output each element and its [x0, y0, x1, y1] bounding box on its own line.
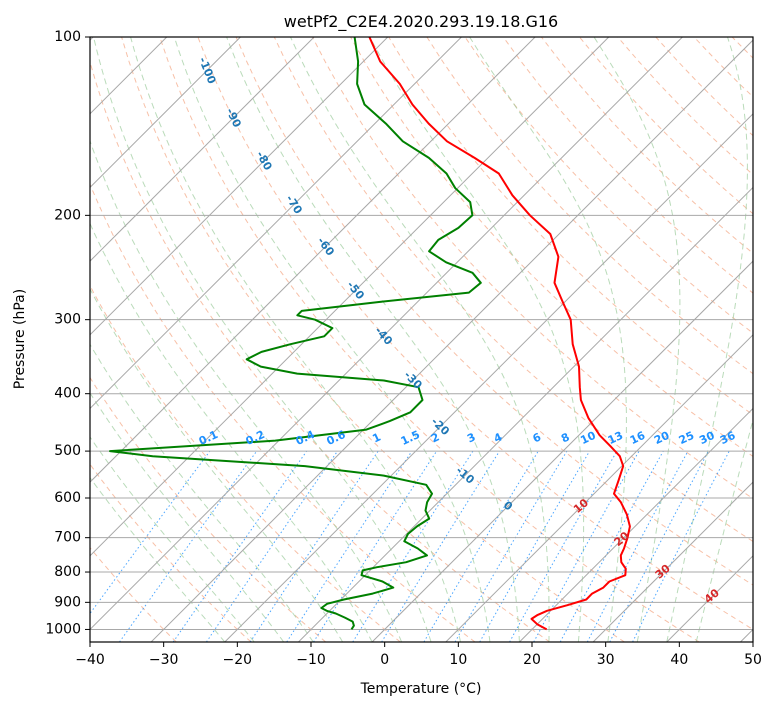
dry-adiabat-line	[90, 182, 476, 642]
y-tick-label: 1000	[45, 621, 81, 637]
isotherm-line	[90, 37, 241, 189]
mixing-ratio-label: 13	[606, 429, 625, 447]
dry-adiabat-line	[197, 37, 753, 630]
isotherm-line	[592, 481, 753, 642]
isotherm-line	[90, 37, 389, 336]
mixing-ratio-label: 25	[677, 429, 696, 447]
x-axis-label: Temperature (°C)	[360, 681, 482, 697]
y-tick-label: 400	[54, 386, 81, 402]
dry-adiabat-line	[90, 463, 252, 642]
mixing-ratio-line	[509, 450, 618, 642]
isotherm-line	[150, 39, 753, 642]
y-tick-label: 700	[54, 530, 81, 546]
moist-adiabat-line	[290, 37, 550, 642]
moist-adiabat-line	[90, 392, 285, 642]
isotherm-line	[371, 260, 753, 642]
y-tick-label: 200	[54, 207, 81, 223]
mixing-ratio-line	[90, 450, 211, 615]
mixing-ratio-line	[286, 450, 413, 642]
profile-lines	[109, 37, 631, 631]
moist-adiabat-line	[90, 343, 314, 642]
moist-adiabat-line	[90, 476, 226, 642]
x-tick-label: 50	[744, 652, 762, 668]
x-tick-label: 20	[523, 652, 541, 668]
mixing-ratio-line	[559, 450, 664, 642]
x-tick-label: 40	[670, 652, 688, 668]
moist-adiabat-line	[90, 222, 373, 642]
mixing-ratio-line	[313, 450, 438, 642]
mixing-ratio-label: 20	[652, 429, 672, 447]
dry-adiabat-line	[121, 37, 625, 642]
y-tick-label: 300	[54, 312, 81, 328]
plot-frame	[89, 36, 754, 643]
moist-adiabat-line	[469, 37, 627, 642]
moist-adiabat-line	[666, 37, 748, 642]
temperature-line	[368, 37, 631, 631]
y-tick-label: 900	[54, 594, 81, 610]
isotherm-line	[224, 113, 753, 642]
isotherm-line	[90, 37, 536, 483]
x-tick-label: 30	[597, 652, 615, 668]
y-axis-label: Pressure (hPa)	[12, 289, 28, 389]
dry-adiabat-line	[90, 546, 177, 642]
mixing-ratio-line	[119, 450, 258, 642]
x-tick-label: 0	[380, 652, 389, 668]
moist-adiabat-line	[93, 37, 432, 642]
dry-adiabat-line	[90, 60, 551, 642]
moist-adiabat-line	[90, 287, 344, 642]
isotherm-line	[90, 37, 462, 410]
moist-adiabat-line	[173, 37, 491, 642]
mixing-ratio-label: 30	[697, 429, 717, 447]
x-tick-label: −10	[296, 652, 326, 668]
mixing-ratio-line	[249, 450, 379, 642]
isotherm-line	[90, 37, 315, 262]
dry-adiabat-line	[235, 37, 753, 586]
dry-adiabat-line	[90, 376, 327, 642]
dry-adiabat-line	[502, 37, 753, 294]
dry-adiabat-line	[159, 37, 700, 642]
isotherm-line	[445, 334, 753, 642]
x-tick-label: −40	[75, 652, 105, 668]
x-tick-label: −20	[223, 652, 253, 668]
dewpoint-line	[109, 37, 482, 630]
isotherm-line	[90, 37, 683, 631]
mixing-ratio-line	[381, 450, 500, 642]
y-tick-label: 100	[54, 29, 81, 45]
moist-adiabat-line	[90, 436, 255, 642]
y-tick-label: 800	[54, 564, 81, 580]
mixing-ratio-line	[632, 450, 730, 642]
y-tick-label: 600	[54, 490, 81, 506]
mixing-ratio-line	[205, 450, 338, 642]
moist-adiabat-line	[90, 139, 403, 642]
y-tick-label: 500	[54, 443, 81, 459]
axes: −40 −30 −20 −10 0 10 20 30 40 50 100 200 300 400 500 60…	[45, 29, 762, 668]
mixing-ratio-label: 10	[578, 429, 598, 447]
isotherm-line	[298, 186, 753, 642]
mixing-ratio-line	[172, 450, 308, 642]
x-tick-label: 10	[449, 652, 467, 668]
dry-adiabat-line	[388, 37, 753, 416]
chart-title: wetPf2_C2E4.2020.293.19.18.G16	[284, 12, 558, 32]
moist-adiabat-line	[226, 37, 520, 642]
moist-adiabat-line	[695, 418, 753, 642]
x-tick-label: −30	[149, 652, 179, 668]
mixing-ratio-label: 16	[628, 429, 648, 447]
moist-adiabat-line	[593, 37, 681, 642]
isotherm-line	[519, 407, 753, 642]
mixing-ratio-label: 36	[718, 429, 738, 447]
moist-adiabat-line	[130, 37, 461, 642]
